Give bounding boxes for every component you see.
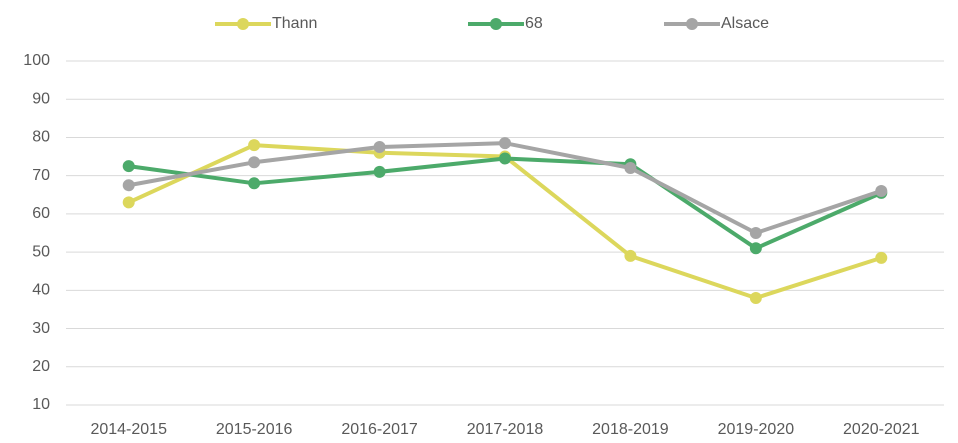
y-tick-label: 100 — [23, 52, 50, 69]
point — [248, 139, 261, 152]
series-line — [128, 156, 883, 251]
point — [499, 137, 511, 150]
series-line — [127, 143, 882, 300]
y-tick-label: 70 — [32, 167, 50, 184]
point — [749, 242, 762, 255]
point — [122, 196, 135, 209]
legend-label: Thann — [272, 15, 317, 32]
y-tick-label: 10 — [32, 396, 50, 413]
point — [624, 249, 637, 262]
point — [122, 179, 135, 192]
point — [749, 227, 762, 239]
x-tick-label: 2020-2021 — [843, 421, 920, 438]
point — [248, 177, 261, 190]
point — [373, 165, 386, 178]
x-tick-label: 2016-2017 — [341, 421, 418, 438]
legend-label: Alsace — [721, 15, 769, 32]
point — [749, 291, 762, 304]
point — [624, 162, 637, 175]
y-tick-label: 20 — [32, 358, 50, 375]
y-tick-label: 30 — [32, 320, 50, 337]
point — [875, 184, 888, 197]
legend-marker — [237, 18, 249, 30]
point — [875, 251, 888, 264]
point — [122, 160, 135, 173]
y-tick-label: 60 — [32, 205, 50, 222]
point — [373, 141, 386, 153]
point — [499, 152, 511, 165]
legend-label: 68 — [525, 15, 543, 32]
point — [248, 156, 261, 169]
x-tick-label: 2019-2020 — [718, 421, 795, 438]
y-tick-label: 50 — [32, 243, 50, 260]
x-tick-label: 2014-2015 — [90, 421, 167, 438]
x-tick-label: 2015-2016 — [216, 421, 293, 438]
x-tick-label: 2018-2019 — [592, 421, 669, 438]
legend-marker — [490, 18, 502, 30]
y-tick-label: 90 — [32, 90, 50, 107]
x-tick-label: 2017-2018 — [467, 421, 544, 438]
legend-marker — [686, 18, 698, 30]
y-tick-label: 40 — [32, 282, 50, 299]
y-tick-label: 80 — [32, 129, 50, 146]
